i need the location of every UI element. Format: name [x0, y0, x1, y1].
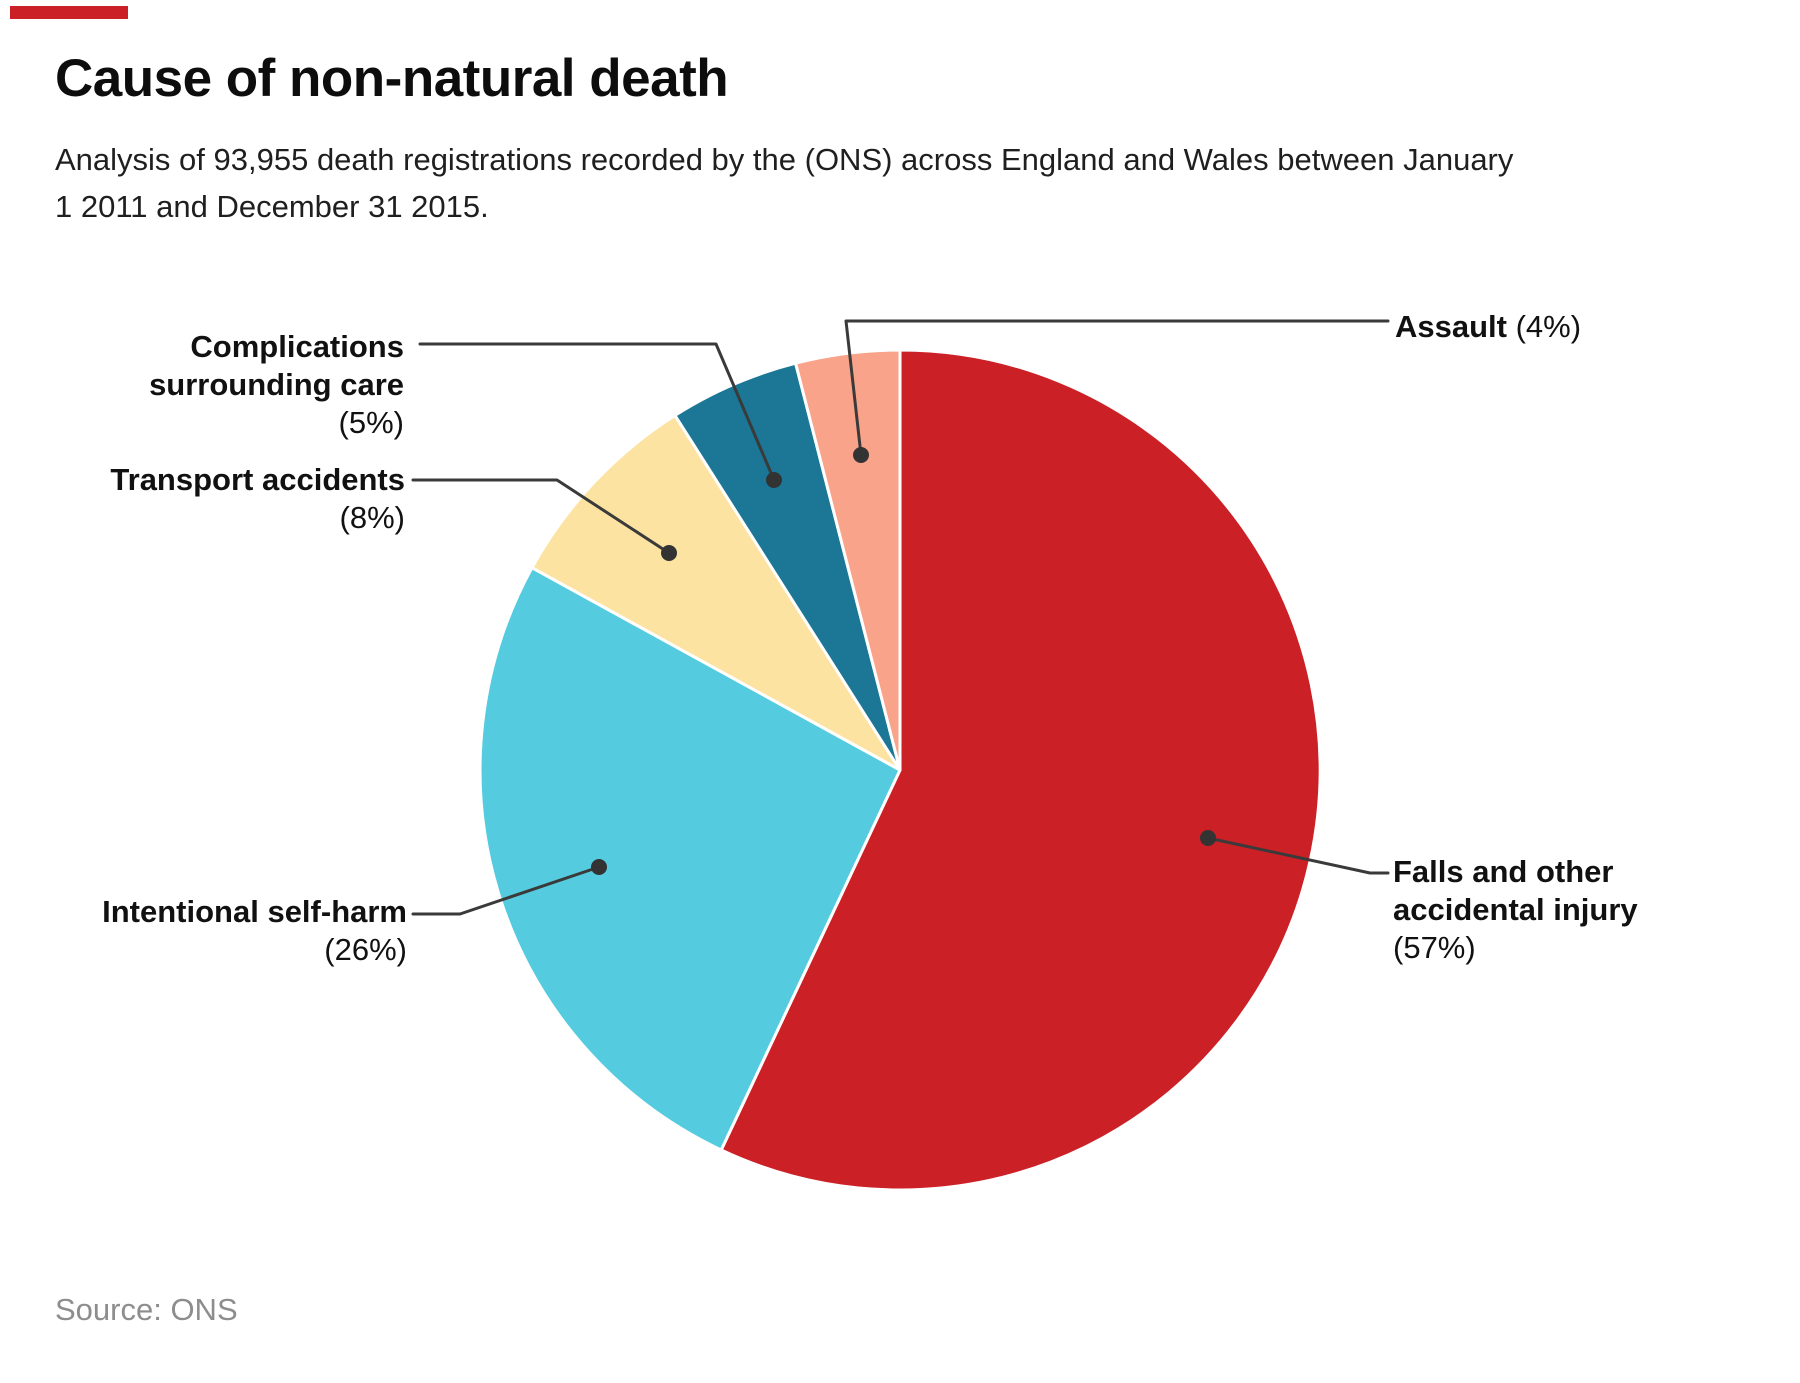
callout-transport-label: Transport accidents [110, 462, 405, 497]
leader-line-assault [844, 319, 1390, 457]
callout-assault-percent: (4%) [1515, 309, 1582, 344]
leader-line-complications [418, 342, 776, 482]
callout-self-harm: Intentional self-harm (26%) [102, 893, 407, 969]
callout-falls-label-line2: accidental injury [1393, 892, 1638, 927]
callout-complications-label-line2: surrounding care [149, 367, 404, 402]
callout-self-harm-label: Intentional self-harm [102, 894, 407, 929]
leader-line-transport [411, 478, 671, 555]
source-note: Source: ONS [55, 1292, 238, 1327]
leader-dot-assault [853, 447, 869, 463]
leader-line-self-harm [411, 865, 601, 916]
leader-line-falls [1206, 836, 1390, 875]
page-subtitle: Analysis of 93,955 death registrations r… [55, 142, 1514, 224]
callout-complications: Complications surrounding care (5%) [149, 328, 404, 442]
callout-falls-percent: (57%) [1393, 930, 1476, 965]
pie-slice-assault [794, 348, 902, 772]
callout-assault-label: Assault [1395, 309, 1507, 344]
callout-complications-label-line1: Complications [190, 329, 404, 364]
callout-complications-percent: (5%) [338, 405, 404, 440]
pie-slice-transport-accidents [530, 413, 902, 772]
callout-transport-percent: (8%) [339, 500, 405, 535]
leader-dot-falls [1200, 830, 1216, 846]
callout-transport: Transport accidents (8%) [110, 461, 405, 537]
callout-self-harm-percent: (26%) [324, 932, 407, 967]
leader-dot-transport [661, 545, 677, 561]
leader-dot-complications [766, 472, 782, 488]
pie-slice-falls-and-other-accidental-injury [719, 348, 1322, 1192]
brand-accent-bar [10, 6, 128, 19]
callout-falls-label-line1: Falls and other [1393, 854, 1614, 889]
callout-assault: Assault (4%) [1395, 308, 1581, 346]
callout-falls: Falls and other accidental injury (57%) [1393, 853, 1638, 967]
page-title: Cause of non-natural death [55, 49, 729, 108]
leader-dot-self-harm [591, 859, 607, 875]
